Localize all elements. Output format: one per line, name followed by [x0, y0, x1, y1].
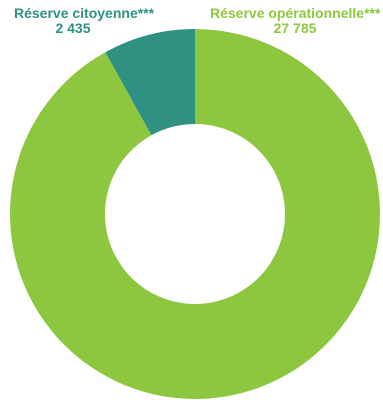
slice-label-operationnelle: Réserve opérationnelle*** 27 785	[210, 6, 380, 36]
slice-label-operationnelle-value: 27 785	[273, 20, 317, 36]
slice-label-citoyenne: Réserve citoyenne*** 2 435	[14, 5, 155, 36]
slice-citoyenne	[105, 29, 195, 136]
slice-operationnelle	[9, 29, 380, 399]
slice-label-citoyenne-value: 2 435	[55, 20, 91, 36]
slice-label-operationnelle-name: Réserve opérationnelle***	[210, 5, 381, 21]
slice-label-citoyenne-name: Réserve citoyenne***	[14, 5, 155, 21]
